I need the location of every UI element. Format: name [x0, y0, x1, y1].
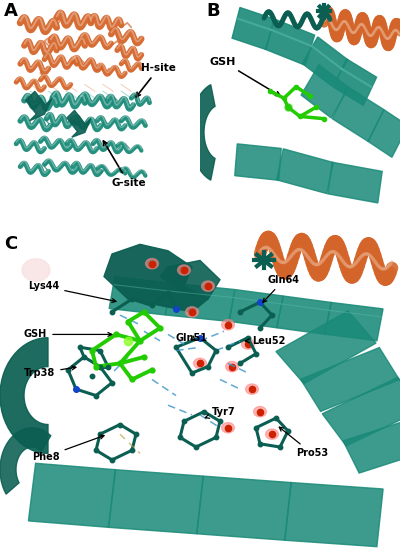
Polygon shape — [109, 470, 203, 534]
Polygon shape — [334, 59, 376, 106]
Polygon shape — [285, 482, 383, 547]
Text: G-site: G-site — [103, 141, 146, 188]
Polygon shape — [343, 415, 400, 473]
Polygon shape — [104, 244, 208, 312]
Circle shape — [186, 307, 198, 317]
Text: B: B — [206, 2, 220, 20]
Text: Trp38: Trp38 — [24, 366, 76, 378]
Polygon shape — [265, 19, 315, 65]
Text: Lys44: Lys44 — [28, 281, 116, 303]
Circle shape — [22, 259, 50, 282]
Polygon shape — [232, 8, 274, 50]
Polygon shape — [277, 296, 331, 334]
Polygon shape — [328, 162, 382, 203]
Polygon shape — [109, 277, 171, 315]
Text: Phe8: Phe8 — [32, 435, 104, 461]
Text: GSH: GSH — [24, 329, 112, 339]
Polygon shape — [0, 338, 48, 453]
Circle shape — [246, 384, 258, 394]
Polygon shape — [325, 302, 383, 340]
Text: Gln51: Gln51 — [176, 333, 208, 343]
Polygon shape — [301, 65, 349, 118]
Polygon shape — [276, 311, 376, 384]
Circle shape — [226, 361, 238, 372]
Circle shape — [146, 258, 158, 269]
Polygon shape — [166, 283, 234, 321]
Text: Pro53: Pro53 — [279, 427, 328, 459]
Polygon shape — [197, 476, 291, 540]
Text: Leu52: Leu52 — [245, 336, 285, 346]
Text: Tyr7: Tyr7 — [205, 406, 236, 419]
Polygon shape — [368, 110, 400, 157]
Polygon shape — [302, 37, 348, 86]
Text: Gln64: Gln64 — [263, 275, 300, 302]
Text: H-site: H-site — [136, 63, 176, 97]
Polygon shape — [67, 111, 91, 137]
Polygon shape — [332, 87, 384, 141]
Circle shape — [222, 320, 234, 330]
Polygon shape — [229, 290, 283, 328]
Circle shape — [178, 265, 190, 275]
Text: C: C — [4, 235, 17, 252]
Circle shape — [194, 358, 206, 368]
Circle shape — [266, 429, 278, 439]
Polygon shape — [26, 91, 52, 121]
Circle shape — [222, 422, 234, 433]
Text: A: A — [4, 2, 18, 20]
Polygon shape — [277, 149, 333, 194]
Polygon shape — [0, 428, 51, 494]
Circle shape — [254, 406, 266, 417]
Circle shape — [202, 281, 214, 292]
Polygon shape — [301, 348, 399, 411]
Polygon shape — [322, 377, 400, 446]
Polygon shape — [28, 463, 116, 527]
Polygon shape — [160, 261, 220, 299]
Circle shape — [242, 339, 254, 349]
Text: GSH: GSH — [210, 57, 280, 96]
Polygon shape — [235, 144, 281, 180]
Polygon shape — [190, 85, 215, 180]
